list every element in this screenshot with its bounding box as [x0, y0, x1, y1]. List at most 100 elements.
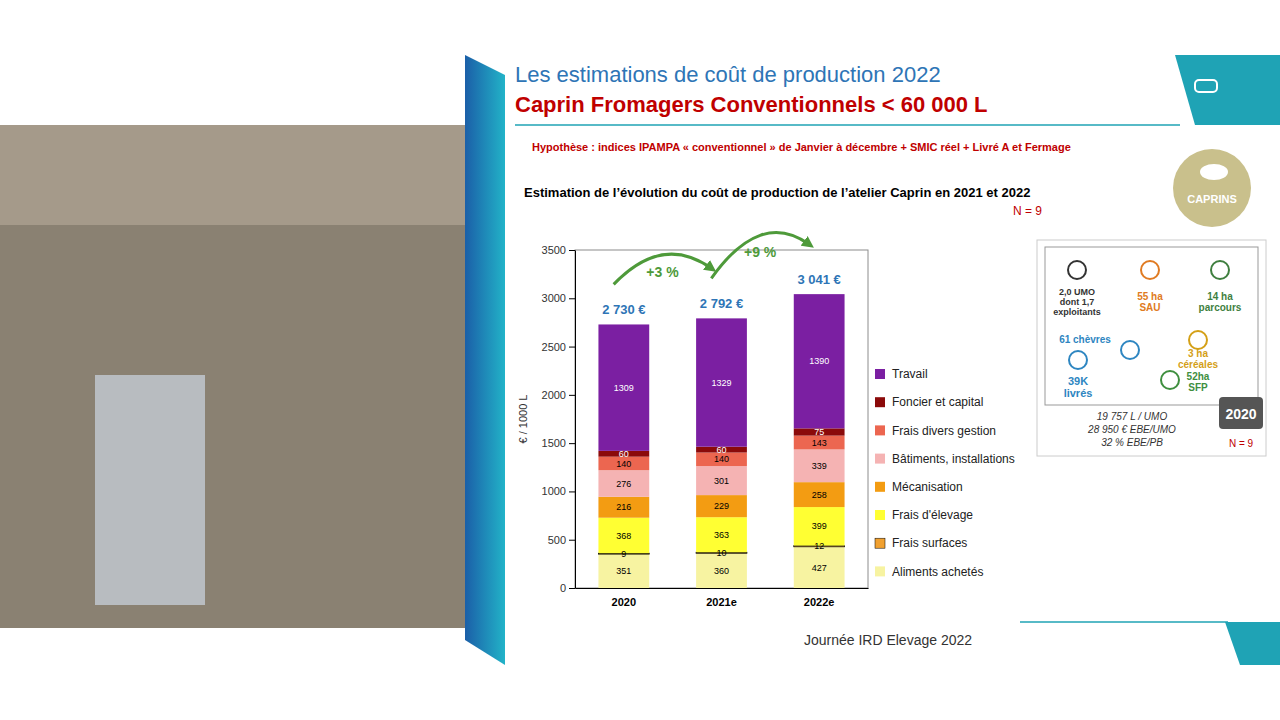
- data-label: 229: [714, 501, 729, 511]
- data-label: 60: [716, 445, 726, 455]
- data-label: 60: [619, 449, 629, 459]
- data-label: 9: [621, 549, 626, 559]
- data-label: 351: [616, 566, 631, 576]
- video-area: [0, 125, 465, 628]
- slide-heading: Les estimations de coût de production 20…: [515, 62, 941, 87]
- info-year: 2020: [1225, 406, 1256, 422]
- legend-swatch: [875, 369, 885, 379]
- y-tick-label: 3500: [542, 244, 566, 256]
- info-icon: [1189, 331, 1207, 349]
- x-tick: 2021e: [706, 588, 737, 608]
- y-tick-mark: [569, 395, 575, 396]
- y-tick: 500: [548, 534, 575, 546]
- data-label: 276: [616, 479, 631, 489]
- bar-series: [598, 449, 844, 496]
- y-tick: 2000: [542, 389, 575, 401]
- legend-label: Foncier et capital: [892, 395, 983, 409]
- footer-rule: [1020, 621, 1228, 623]
- bar-segment: [696, 553, 747, 588]
- y-tick-mark: [569, 347, 575, 348]
- legend-label: Travail: [892, 367, 928, 381]
- data-label: 1309: [614, 383, 634, 393]
- corner-bottom: [1225, 622, 1280, 665]
- info-item: 55 haSAU: [1137, 291, 1163, 313]
- x-tick: 2022e: [804, 588, 835, 608]
- info-item: 2,0 UMOdont 1,7exploitants: [1053, 287, 1101, 317]
- bar-segment: [794, 294, 845, 428]
- data-label: 258: [812, 490, 827, 500]
- video-wall: [0, 125, 465, 225]
- info-item: 61 chèvres: [1059, 334, 1111, 345]
- bar-segment: [598, 554, 649, 588]
- legend-label: Frais divers gestion: [892, 424, 996, 438]
- bar-segment: [696, 495, 747, 517]
- corner-top: [1175, 55, 1280, 125]
- page: Les estimations de coût de production 20…: [0, 0, 1280, 720]
- x-axis-line: [576, 588, 869, 589]
- slide-subheading: Caprin Fromagers Conventionnels < 60 000…: [515, 92, 988, 117]
- y-tick-label: 1000: [542, 485, 566, 497]
- bar-segment: [794, 482, 845, 507]
- y-tick-label: 2500: [542, 341, 566, 353]
- bar-segment: [794, 507, 845, 546]
- info-box: [1037, 240, 1266, 456]
- info-icon: [1121, 341, 1139, 359]
- data-label: 339: [812, 461, 827, 471]
- legend-swatch: [875, 538, 885, 548]
- bars: [598, 294, 844, 588]
- growth-arrow: [614, 254, 712, 284]
- bar-series: [598, 294, 844, 451]
- data-label: 360: [714, 566, 729, 576]
- data-label: 75: [814, 427, 824, 437]
- slide: [505, 55, 1280, 665]
- legend-label: Frais d'élevage: [892, 508, 973, 522]
- y-tick-label: 2000: [542, 389, 566, 401]
- total-label: 2 792 €: [700, 296, 743, 311]
- data-label: 301: [714, 476, 729, 486]
- info-inner: [1045, 247, 1258, 405]
- bar-segment: [794, 436, 845, 450]
- info-icon: [1069, 351, 1087, 369]
- x-tick: 2020: [612, 588, 636, 608]
- growth-arrow: [711, 233, 809, 279]
- logo-goat: [1200, 164, 1228, 180]
- info-stat: 32 % EBE/PB: [1101, 437, 1163, 448]
- legend-swatch: [875, 397, 885, 407]
- totals: 2 730 € 2 792 € 3 041 €: [602, 272, 841, 317]
- y-tick-label: 0: [560, 582, 566, 594]
- footer: Journée IRD Elevage 2022: [804, 632, 972, 648]
- chart-title: Estimation de l’évolution du coût de pro…: [524, 185, 1030, 200]
- data-label: 1390: [809, 356, 829, 366]
- y-tick: 1000: [542, 485, 575, 497]
- x-tick-label: 2020: [612, 596, 636, 608]
- corner-icon: [1195, 80, 1217, 92]
- slide-stripe: [465, 55, 505, 665]
- growth-label: +3 %: [646, 264, 679, 280]
- video-lectern: [95, 375, 205, 605]
- info-icon: [1161, 371, 1179, 389]
- plot-frame: [575, 250, 868, 588]
- total-label: 2 730 €: [602, 302, 645, 317]
- y-tick-mark: [569, 298, 575, 299]
- bar-segment: [598, 497, 649, 518]
- bar-segment: [794, 449, 845, 482]
- x-tick-label: 2022e: [804, 596, 835, 608]
- camera-icon: [1219, 397, 1263, 429]
- info-item: 3 hacéréales: [1178, 348, 1218, 370]
- total-label: 3 041 €: [797, 272, 840, 287]
- info-n: N = 9: [1229, 438, 1254, 449]
- data-label: 399: [812, 521, 827, 531]
- data-label: 216: [616, 502, 631, 512]
- y-tick: 3500: [542, 244, 575, 256]
- data-label: 12: [814, 541, 824, 551]
- y-tick-mark: [569, 588, 575, 589]
- legend-label: Bâtiments, installations: [892, 452, 1015, 466]
- info-stat: 28 950 € EBE/UMO: [1087, 424, 1176, 435]
- info-item: 39Klivrés: [1064, 375, 1093, 399]
- legend-swatch: [875, 425, 885, 435]
- background: [0, 0, 1280, 720]
- y-tick-label: 1500: [542, 437, 566, 449]
- y-tick-mark: [569, 491, 575, 492]
- y-tick-mark: [569, 443, 575, 444]
- legend-swatch: [875, 510, 885, 520]
